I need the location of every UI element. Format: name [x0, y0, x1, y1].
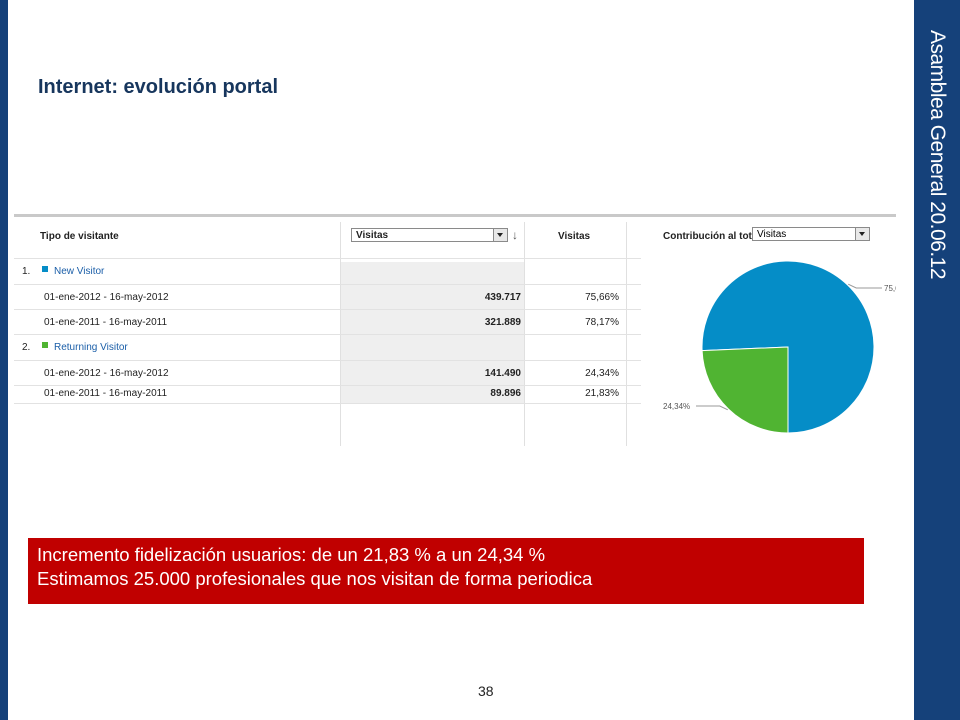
page-number: 38	[478, 683, 494, 699]
callout-line-1: Incremento fidelización usuarios: de un …	[37, 544, 546, 565]
side-banner: Asamblea General 20.06.12	[914, 0, 960, 720]
row-percent: 24,34%	[585, 368, 619, 379]
row-date-range: 01-ene-2012 - 16-may-2012	[44, 368, 169, 379]
pie-leader-line-1	[696, 405, 728, 411]
analytics-report: Tipo de visitante Visitas ↓ Visitas 1. N…	[14, 214, 896, 446]
table-row[interactable]: 2. Returning Visitor	[14, 334, 641, 361]
callout-box: Incremento fidelización usuarios: de un …	[28, 538, 864, 604]
chevron-down-icon	[493, 229, 507, 241]
sorted-column-shade	[340, 262, 524, 403]
contribution-panel: Contribución al total: Visitas 75,66% 24,…	[650, 214, 896, 446]
side-label: Asamblea General 20.06.12	[926, 30, 949, 280]
metric-select-value: Visitas	[356, 230, 389, 241]
callout-line-2: Estimamos 25.000 profesionales que nos v…	[37, 568, 593, 589]
pie-label-0: 75,66%	[884, 284, 896, 293]
row-percent: 78,17%	[585, 317, 619, 328]
table-row: 01-ene-2011 - 16-may-2011 89.896 21,83%	[14, 385, 641, 404]
row-date-range: 01-ene-2012 - 16-may-2012	[44, 292, 169, 303]
pie-label-1: 24,34%	[663, 402, 690, 411]
row-percent: 21,83%	[585, 388, 619, 399]
pie-slice-1[interactable]	[701, 346, 789, 434]
pie-leader-line-0	[848, 283, 882, 289]
left-accent-bar	[0, 0, 8, 720]
chevron-down-icon	[855, 228, 869, 240]
row-label[interactable]: Returning Visitor	[54, 342, 128, 353]
row-visits: 141.490	[484, 368, 521, 379]
visitor-table: Tipo de visitante Visitas ↓ Visitas 1. N…	[14, 218, 641, 446]
report-top-border	[14, 214, 896, 217]
returning-visitor-swatch	[42, 342, 48, 348]
row-label[interactable]: New Visitor	[54, 266, 105, 277]
contribution-label: Contribución al total:	[663, 231, 764, 242]
new-visitor-swatch	[42, 266, 48, 272]
contribution-select[interactable]: Visitas	[752, 227, 870, 241]
row-visits: 439.717	[484, 292, 521, 303]
row-percent: 75,66%	[585, 292, 619, 303]
pie-slice-0[interactable]	[701, 260, 875, 434]
contribution-select-value: Visitas	[757, 229, 787, 240]
pie-chart: 75,66% 24,34%	[663, 260, 896, 434]
row-visits: 321.889	[484, 317, 521, 328]
arrow-down-icon[interactable]: ↓	[512, 228, 518, 242]
header-visits: Visitas	[558, 231, 591, 242]
table-row: 01-ene-2012 - 16-may-2012 439.717 75,66%	[14, 284, 641, 310]
metric-select[interactable]: Visitas	[351, 228, 508, 242]
page-title: Internet: evolución portal	[38, 76, 279, 98]
table-header-row: Tipo de visitante Visitas ↓ Visitas	[14, 218, 641, 259]
table-row: 01-ene-2011 - 16-may-2011 321.889 78,17%	[14, 309, 641, 335]
table-row[interactable]: 1. New Visitor	[14, 258, 641, 285]
row-index: 1.	[22, 266, 31, 277]
row-visits: 89.896	[490, 388, 521, 399]
row-date-range: 01-ene-2011 - 16-may-2011	[44, 388, 168, 399]
row-date-range: 01-ene-2011 - 16-may-2011	[44, 317, 168, 328]
header-visitor-type: Tipo de visitante	[40, 231, 119, 242]
row-index: 2.	[22, 342, 31, 353]
table-row: 01-ene-2012 - 16-may-2012 141.490 24,34%	[14, 360, 641, 386]
